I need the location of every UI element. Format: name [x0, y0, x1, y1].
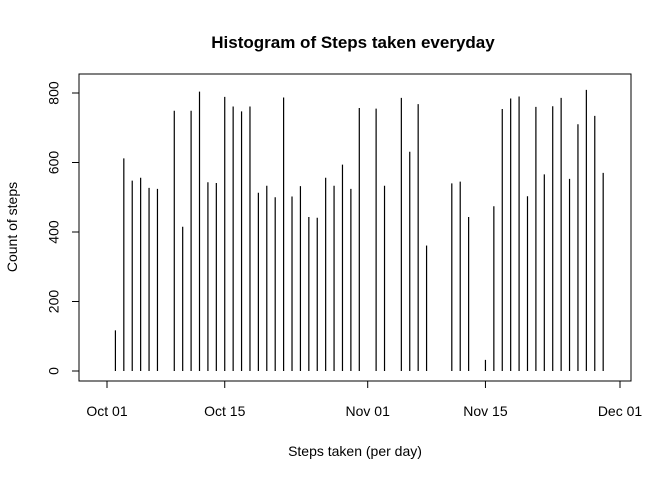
y-tick-label: 400	[46, 220, 62, 244]
y-tick-label: 800	[46, 81, 62, 105]
y-tick-label: 200	[46, 290, 62, 314]
x-tick-label: Nov 15	[463, 403, 508, 419]
x-axis: Oct 01 Oct 15 Nov 01 Nov 15 Dec 01	[86, 380, 643, 419]
bar-group	[114, 89, 604, 371]
x-tick-label: Oct 01	[86, 403, 127, 419]
y-tick-label: 600	[46, 151, 62, 175]
x-tick-label: Oct 15	[204, 403, 245, 419]
x-tick-label: Dec 01	[598, 403, 643, 419]
plot-frame	[78, 73, 632, 382]
chart-title: Histogram of Steps taken everyday	[211, 33, 495, 52]
x-tick-label: Nov 01	[346, 403, 391, 419]
y-tick-label: 0	[46, 367, 62, 375]
y-axis: 0 200 400 600 800	[46, 81, 80, 375]
y-axis-label: Count of steps	[4, 182, 20, 272]
x-axis-label: Steps taken (per day)	[288, 443, 422, 459]
